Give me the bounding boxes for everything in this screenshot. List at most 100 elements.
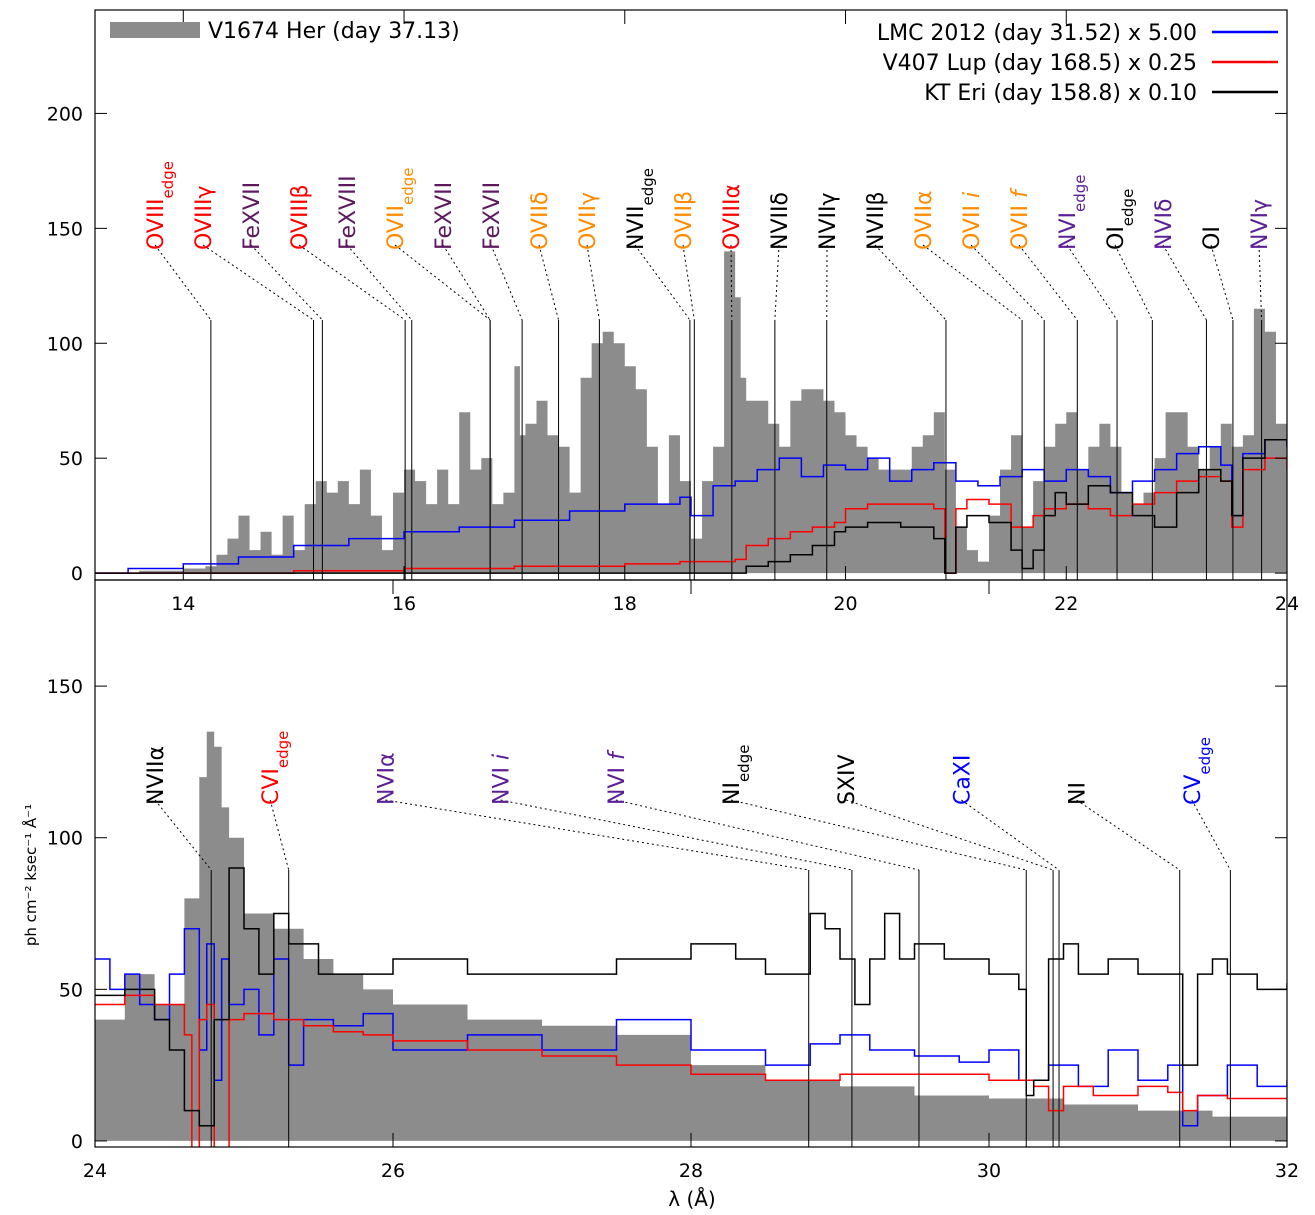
leader-line: [538, 244, 560, 321]
line-id-label: NVIδ: [1152, 199, 1207, 580]
y-tick-label: 0: [71, 1131, 83, 1153]
x-tick-label: 26: [381, 1160, 405, 1182]
line-id-text: NVIIα: [144, 746, 169, 805]
line-id-text: OVIIIγ: [192, 186, 217, 250]
line-id-text: OVIIIα: [720, 184, 745, 250]
x-tick-label: 24: [83, 1160, 107, 1182]
x-tick-label: 18: [613, 593, 637, 615]
line-id-label: NVIIγ: [816, 192, 841, 580]
line-id-text: OVIIα: [912, 191, 937, 250]
line-id-label: NVI i: [490, 754, 853, 1147]
leader-line: [1066, 244, 1118, 321]
x-tick-label: 30: [977, 1160, 1001, 1182]
line-id-text: OVII i: [960, 192, 985, 250]
line-id-label: NVIIα: [144, 746, 212, 1147]
leader-line: [1114, 244, 1153, 321]
series-area-v1674-her: [95, 251, 1287, 574]
line-id-text: NVIIβ: [864, 191, 889, 250]
line-id-label: OVII i: [960, 192, 1045, 580]
line-id-label: OIedge: [1104, 189, 1153, 580]
line-id-text: NI: [1066, 782, 1091, 805]
y-tick-label: 100: [47, 828, 83, 850]
line-id-text: CVIedge: [259, 731, 292, 805]
line-id-text: NVIα: [374, 753, 399, 806]
y-tick-label: 50: [59, 448, 83, 470]
line-id-text: NIedge: [720, 745, 753, 805]
line-id-label: NVIα: [374, 753, 810, 1147]
line-id-label: OVIIδ: [528, 192, 560, 580]
leader-line: [490, 244, 523, 321]
leader-line: [1076, 799, 1181, 871]
line-id-text: NVIδ: [1152, 199, 1177, 250]
legend-label-kt-eri: KT Eri (day 158.8) x 0.10: [924, 81, 1197, 106]
y-tick-label: 50: [59, 979, 83, 1001]
line-id-text: OVIIγ: [576, 192, 601, 250]
leader-line: [202, 244, 314, 321]
y-tick-label: 150: [47, 676, 83, 698]
line-id-text: FeXVII: [480, 182, 505, 250]
leader-line: [1018, 244, 1078, 321]
legend-label-v1674-her: V1674 Her (day 37.13): [208, 19, 460, 44]
plot-area: [95, 251, 1287, 574]
leader-line: [682, 244, 695, 321]
line-id-label: NI: [1066, 782, 1181, 1147]
y-tick-label: 0: [71, 563, 83, 585]
line-id-label: OVIIIedge: [144, 161, 212, 580]
leader-line: [1162, 244, 1207, 321]
leader-line: [874, 244, 947, 321]
leader-line: [346, 244, 413, 321]
plot-area: [95, 731, 1287, 1147]
x-tick-label: 20: [833, 593, 857, 615]
line-id-text: OVII f: [1008, 187, 1033, 250]
leader-line: [922, 244, 1023, 321]
line-id-label: FeXVIII: [336, 175, 413, 580]
leader-line: [586, 244, 600, 321]
line-id-text: OVIIδ: [528, 192, 553, 250]
line-id-label: OI: [1200, 226, 1234, 580]
series-line-lmc-2012: [95, 439, 1287, 574]
line-id-text: OIedge: [1104, 189, 1137, 250]
line-id-text: CaXI: [950, 755, 975, 805]
line-id-text: NVIIγ: [816, 192, 841, 250]
y-axis-label: ph cm⁻² ksec⁻¹ Å⁻¹: [21, 804, 40, 946]
x-axis-label: λ (Å): [668, 1187, 715, 1211]
y-tick-label: 100: [47, 333, 83, 355]
line-id-label: FeXVII: [240, 182, 323, 580]
x-tick-label: 14: [171, 593, 195, 615]
legend: V1674 Her (day 37.13) LMC 2012 (day 31.52…: [110, 19, 1278, 106]
line-id-text: OI: [1200, 226, 1225, 250]
leader-line: [730, 799, 1027, 871]
x-tick-label: 16: [392, 593, 416, 615]
series-line-v407-lup: [95, 994, 1287, 1147]
line-id-text: OVIIβ: [672, 191, 697, 250]
line-id-text: CVedge: [1181, 737, 1214, 805]
line-id-label: OVIIβ: [672, 191, 697, 580]
line-id-label: OVIIIγ: [192, 186, 315, 580]
leader-line: [634, 244, 691, 321]
line-id-label: OVIIIα: [720, 184, 745, 580]
leader-line: [154, 244, 212, 321]
line-id-text: OVIIIedge: [144, 161, 177, 250]
leader-line: [1191, 799, 1231, 871]
line-id-text: SXIV: [835, 754, 860, 805]
leader-line: [500, 799, 853, 871]
line-id-text: NVIedge: [1056, 175, 1089, 251]
leader-line: [394, 244, 491, 321]
line-id-label: FeXVII: [480, 182, 523, 580]
line-id-label: NVIIβ: [864, 191, 947, 580]
legend-label-v407-lup: V407 Lup (day 168.5) x 0.25: [883, 51, 1197, 76]
line-id-label: CaXI: [950, 755, 1060, 1147]
line-id-text: NVIγ: [1248, 199, 1273, 250]
line-id-label: CVIedge: [259, 731, 292, 1147]
line-id-text: NVI f: [605, 749, 630, 805]
leader-line: [615, 799, 920, 871]
line-id-label: NIedge: [720, 745, 1027, 1147]
series-line-kt-eri: [95, 867, 1287, 1127]
leader-line: [1258, 244, 1263, 321]
line-id-text: OVIIIβ: [288, 185, 313, 250]
line-id-label: NVIIedge: [624, 168, 691, 580]
leader-line: [1210, 244, 1234, 321]
x-tick-label: 28: [679, 1160, 703, 1182]
line-id-label: OVIIα: [912, 191, 1023, 580]
